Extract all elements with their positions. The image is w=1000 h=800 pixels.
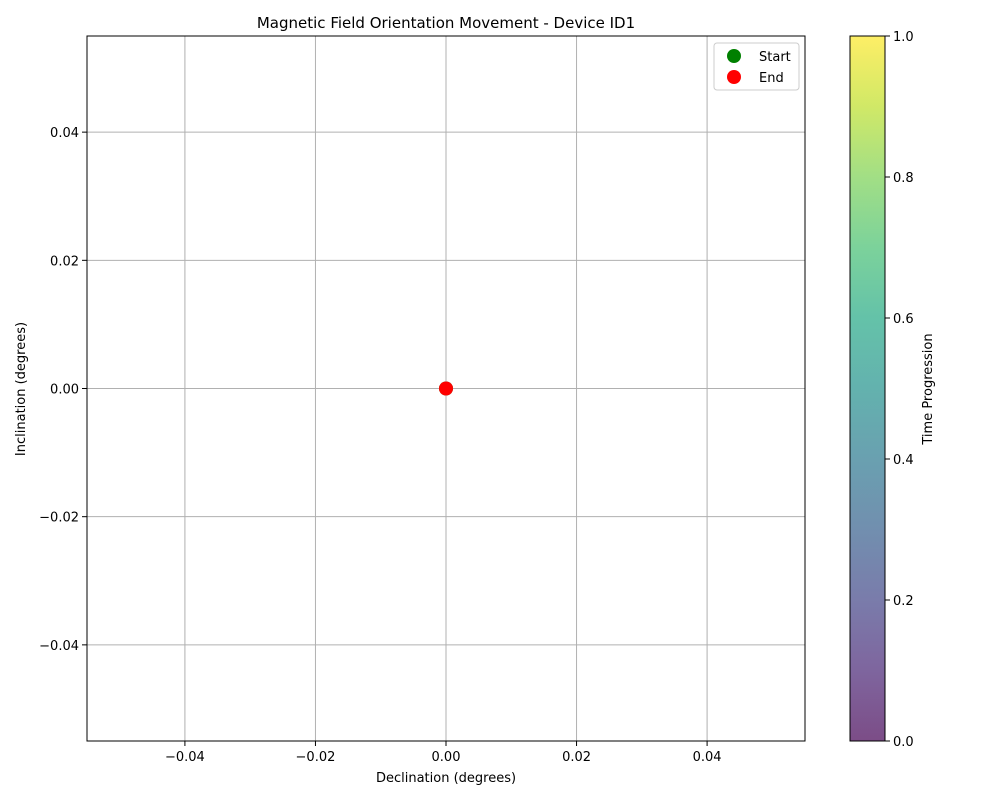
point-end xyxy=(439,381,453,396)
y-tick-label: 0.02 xyxy=(50,254,79,269)
colorbar-tick-label: 0.8 xyxy=(893,171,914,186)
legend-label-start: Start xyxy=(759,50,791,65)
x-tick-label: 0.00 xyxy=(432,750,461,765)
x-tick-label: 0.04 xyxy=(693,750,722,765)
grid-lines xyxy=(87,36,805,741)
data-points xyxy=(439,381,453,396)
y-tick-label: −0.04 xyxy=(39,639,79,654)
chart-title: Magnetic Field Orientation Movement - De… xyxy=(257,14,635,32)
x-tick-label: −0.04 xyxy=(165,750,205,765)
legend-marker-start xyxy=(727,49,741,63)
y-tick-label: −0.02 xyxy=(39,511,79,526)
x-axis-label: Declination (degrees) xyxy=(376,771,516,786)
legend-label-end: End xyxy=(759,71,784,86)
colorbar: 0.0 0.2 0.4 0.6 0.8 1.0 Time Progression xyxy=(849,30,936,750)
x-tick-label: −0.02 xyxy=(296,750,336,765)
colorbar-frame xyxy=(849,35,886,742)
x-tick-label: 0.02 xyxy=(562,750,591,765)
y-tick-label: 0.00 xyxy=(50,383,79,398)
colorbar-tick-label: 0.0 xyxy=(893,735,914,750)
colorbar-tick-label: 0.4 xyxy=(893,453,914,468)
colorbar-tick-label: 0.6 xyxy=(893,312,914,327)
y-axis-label: Inclination (degrees) xyxy=(14,322,29,456)
legend-marker-end xyxy=(727,70,741,84)
colorbar-tick-label: 0.2 xyxy=(893,594,914,609)
plot-frame xyxy=(86,35,806,742)
colorbar-gradient xyxy=(850,36,885,741)
legend: Start End xyxy=(713,42,800,91)
y-tick-label: 0.04 xyxy=(50,126,79,141)
colorbar-tick-label: 1.0 xyxy=(893,30,914,45)
axis-ticks: −0.04 −0.02 0.00 0.02 0.04 −0.04 −0.02 0.00 0.02… xyxy=(39,126,721,765)
colorbar-ticks: 0.0 0.2 0.4 0.6 0.8 1.0 xyxy=(885,30,914,750)
colorbar-label: Time Progression xyxy=(921,333,936,445)
